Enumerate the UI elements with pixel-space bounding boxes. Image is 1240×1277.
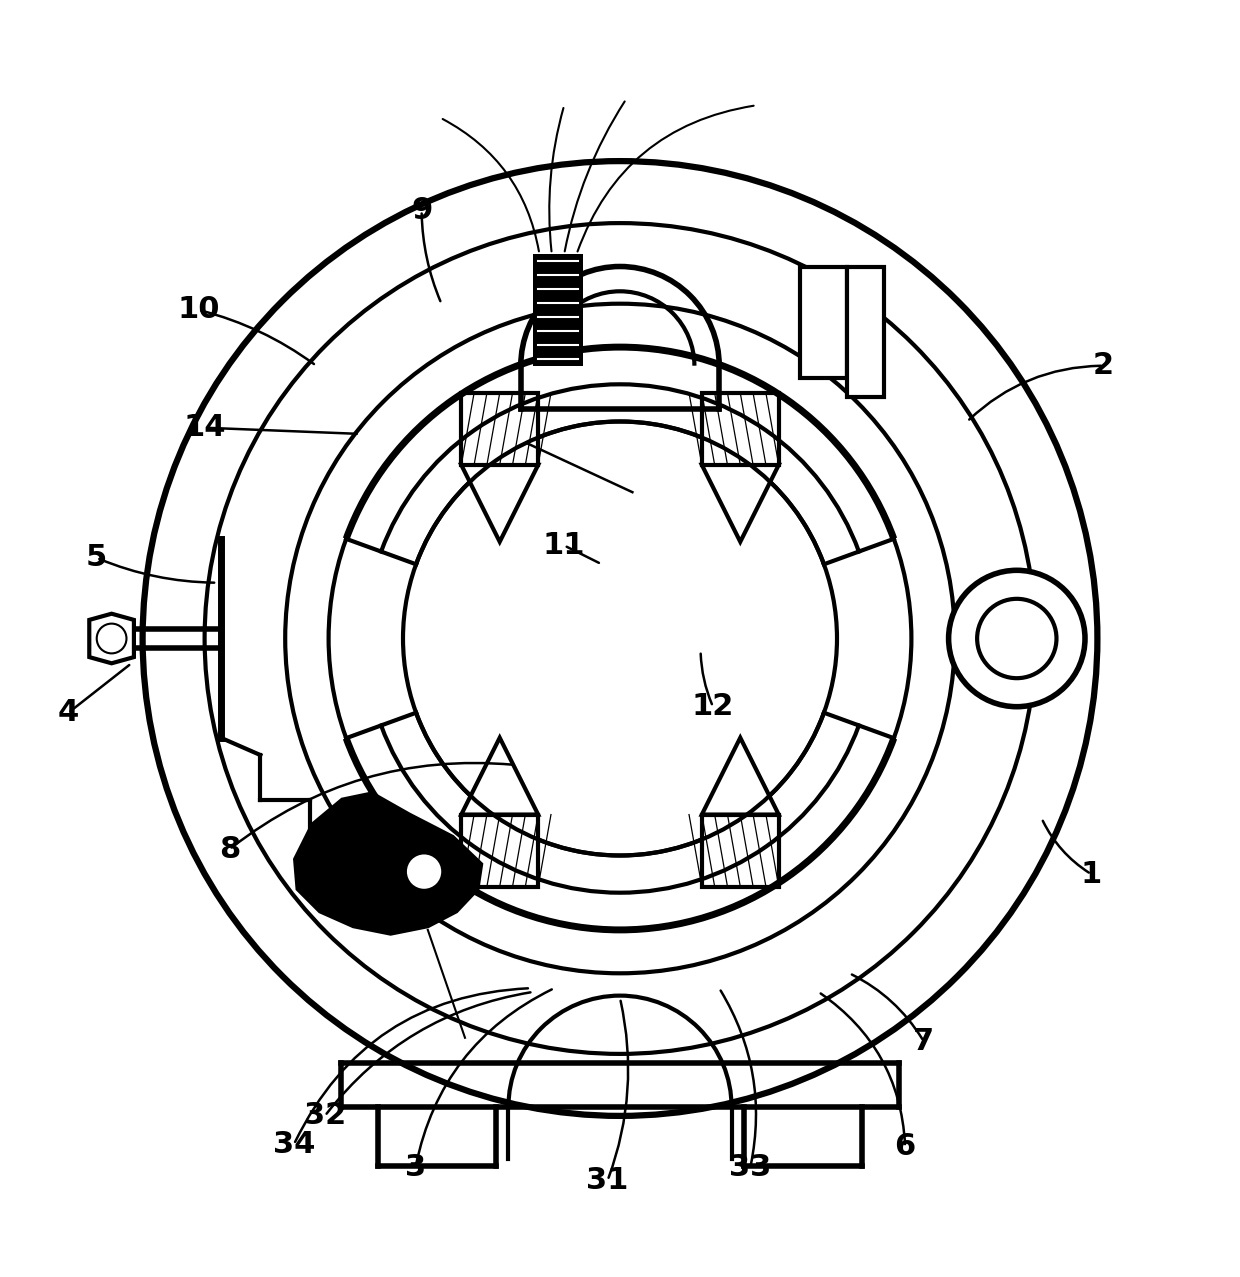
Text: 12: 12 bbox=[692, 692, 734, 722]
Bar bbox=[847, 267, 884, 397]
Text: 32: 32 bbox=[304, 1101, 346, 1130]
Text: 6: 6 bbox=[894, 1133, 916, 1161]
Text: 34: 34 bbox=[273, 1130, 315, 1160]
Polygon shape bbox=[702, 738, 779, 815]
Text: 9: 9 bbox=[410, 197, 433, 225]
Bar bbox=[461, 815, 538, 886]
Text: 2: 2 bbox=[1092, 351, 1115, 381]
Circle shape bbox=[97, 623, 126, 654]
Text: 7: 7 bbox=[913, 1027, 935, 1056]
Text: 5: 5 bbox=[86, 544, 108, 572]
Text: 10: 10 bbox=[177, 295, 219, 324]
Bar bbox=[461, 393, 538, 465]
Polygon shape bbox=[89, 614, 134, 663]
Circle shape bbox=[977, 599, 1056, 678]
Bar bbox=[702, 815, 779, 886]
Polygon shape bbox=[461, 465, 538, 541]
Text: 33: 33 bbox=[729, 1153, 771, 1183]
Bar bbox=[702, 393, 779, 465]
Text: 31: 31 bbox=[587, 1166, 629, 1195]
Bar bbox=[800, 267, 847, 378]
Text: 11: 11 bbox=[543, 531, 585, 561]
Text: 1: 1 bbox=[1080, 859, 1102, 889]
Text: 14: 14 bbox=[184, 414, 226, 442]
Bar bbox=[533, 254, 583, 365]
Text: 3: 3 bbox=[404, 1153, 427, 1183]
Circle shape bbox=[408, 856, 440, 888]
Polygon shape bbox=[461, 738, 538, 815]
Text: 4: 4 bbox=[57, 699, 79, 728]
Polygon shape bbox=[295, 793, 481, 933]
Circle shape bbox=[949, 571, 1085, 706]
Polygon shape bbox=[702, 465, 779, 541]
Text: 8: 8 bbox=[218, 835, 241, 863]
